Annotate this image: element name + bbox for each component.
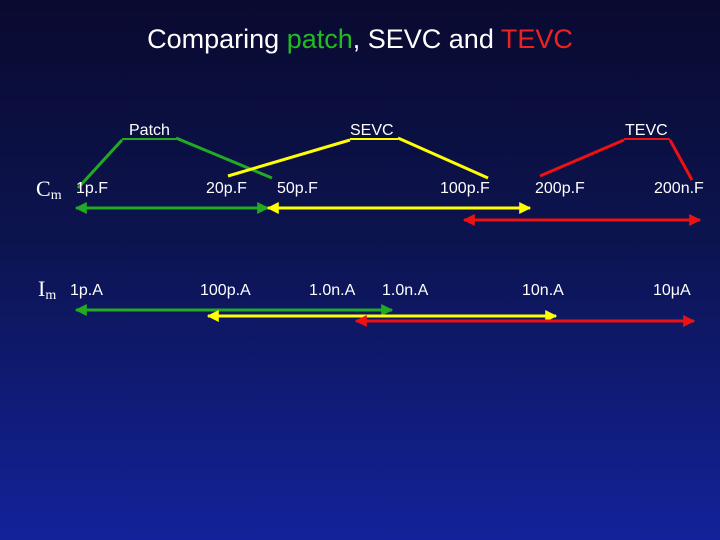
sevc-connector-left <box>227 138 351 178</box>
tevc-connector-right <box>668 139 694 181</box>
tevc-connector-left <box>539 138 625 178</box>
cm-value: 200n.F <box>654 180 704 197</box>
im-subscript: m <box>45 288 57 303</box>
im-value: 10n.A <box>522 282 564 299</box>
cm-value: 20p.F <box>206 180 247 197</box>
im-value: 1p.A <box>70 282 103 299</box>
patch-connector-right <box>175 136 273 180</box>
im-value: 10μA <box>653 282 691 299</box>
cm-symbol: C <box>36 176 51 201</box>
row-label-cm: Cm <box>36 176 62 204</box>
title-patch: patch <box>286 24 353 54</box>
title-mid: SEVC and <box>360 24 501 54</box>
cm-subscript: m <box>50 188 62 203</box>
im-value: 1.0n.A <box>382 282 429 299</box>
im-value: 100p.A <box>200 282 251 299</box>
title-prefix: Comparing <box>147 24 287 54</box>
sevc-connector-right <box>397 136 489 180</box>
patch-connector-left <box>76 138 124 190</box>
cm-value: 100p.F <box>440 180 490 197</box>
cm-value: 1p.F <box>76 180 109 197</box>
title-tevc: TEVC <box>500 24 573 54</box>
method-label-tevc: TEVC <box>625 122 668 139</box>
im-symbol: I <box>38 276 46 301</box>
row-label-im: Im <box>38 276 56 304</box>
cm-value: 200p.F <box>535 180 585 197</box>
title-comma: , <box>352 24 361 54</box>
cm-value: 50p.F <box>277 180 318 197</box>
method-label-sevc: SEVC <box>350 122 394 139</box>
slide-title: Comparing patch, SEVC and TEVC <box>0 24 720 55</box>
im-value: 1.0n.A <box>309 282 356 299</box>
method-label-patch: Patch <box>129 122 170 139</box>
